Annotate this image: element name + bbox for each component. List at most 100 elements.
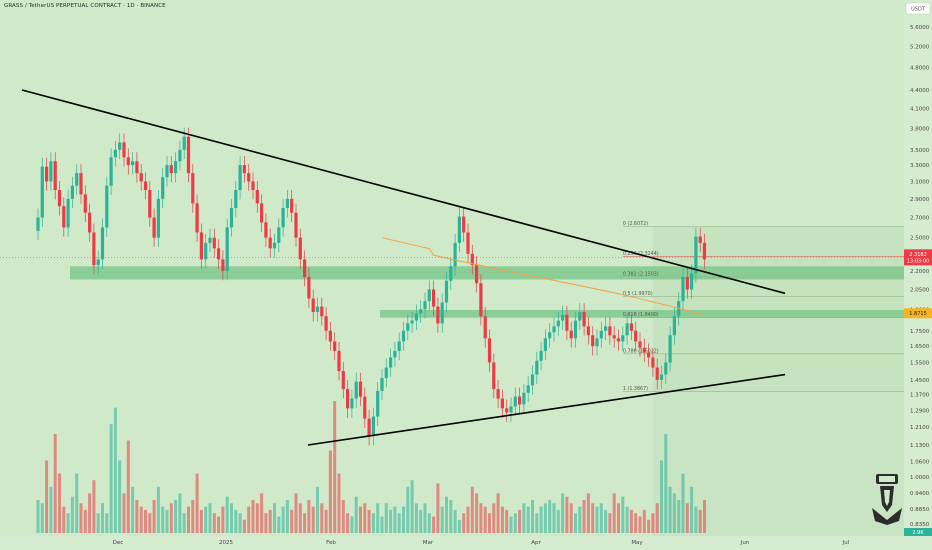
volume-bar [668,486,672,533]
candle-body [449,266,453,281]
volume-bar [165,509,169,533]
volume-bar [139,506,143,533]
fib-label: 0.382 (2.1503) [623,271,659,277]
volume-bar [625,506,629,533]
candle-body [444,280,449,303]
candle-body [191,173,195,204]
volume-bar [277,516,281,533]
candle-body [642,347,646,353]
volume-bar [126,440,130,533]
candle-body [199,232,203,260]
candle-body [264,222,268,238]
volume-bar [509,516,513,533]
volume-bar [617,503,620,533]
volume-bar [608,513,612,533]
y-tick-label: 1.1300 [910,443,930,449]
volume-tag-value: 2.9K [912,530,924,536]
candle-body [406,323,410,331]
volume-bar [311,506,315,533]
level-price-value: 1.8715 [909,311,927,317]
volume-bar [651,513,655,533]
y-tick-label: 4.8000 [910,65,930,71]
y-tick-label: 2.9000 [910,197,930,203]
candle-body [591,335,595,347]
candle-body [118,142,122,150]
candle-body [148,190,152,218]
candle-body [621,335,625,342]
candle-body [337,350,341,372]
fib-projection-area [652,226,904,392]
y-tick-label: 0.9400 [910,491,930,497]
candle-body [634,330,638,342]
volume-bar [475,493,479,533]
volume-bar [703,500,706,533]
candle-body [324,316,328,331]
candle-body [419,309,423,314]
candle-body [414,313,418,321]
volume-bar [402,506,405,533]
candle-body [552,326,556,333]
volume-bar [350,516,354,533]
ascending-trendline [307,373,786,446]
fib-label: 0.618 (1.8400) [623,312,659,318]
x-tick-label: Apr [531,540,541,546]
candle-body [518,396,522,405]
candle-body [505,408,509,413]
candle-body [535,360,539,375]
y-tick-label: 5.6000 [910,25,930,31]
candle-body [432,289,436,307]
volume-bar [445,496,448,533]
candle-body [475,265,479,284]
volume-bar [255,503,259,533]
volume-bar [92,480,96,533]
volume-bar [414,503,418,533]
candle-body [436,306,440,324]
candle-body [698,236,702,243]
currency-badge [905,2,931,15]
candle-body [509,406,513,413]
volume-bar [247,506,251,533]
candle-body [49,161,53,182]
volume-bar [367,509,371,533]
candle-body [92,232,96,266]
volume-bar [221,506,225,533]
fib-label: 0 (2.6072) [623,221,648,227]
volume-bar [552,503,556,533]
candle-body [526,385,530,393]
volume-bar [531,500,534,533]
candle-body [350,398,354,409]
volume-bar [307,500,311,533]
volume-bar [535,513,539,533]
candle-body [225,227,229,272]
volume-bar [397,513,401,533]
volume-bar [285,500,289,533]
candle-body [66,198,70,228]
volume-bar [612,493,616,533]
candle-body [88,212,92,233]
volume-bar [492,503,496,533]
candle-body [389,357,393,368]
candle-body [573,320,578,339]
volume-bar [199,509,203,533]
x-tick-label: Jul [842,540,850,546]
volume-bar [595,506,599,533]
candle-body [346,389,350,409]
volume-bar [432,516,436,533]
volume-bar [66,513,70,533]
y-tick-label: 1.6500 [910,344,930,350]
y-tick-label: 2.2000 [910,269,930,275]
volume-bar [79,503,83,533]
volume-bar [694,506,698,533]
volume-bar [268,509,272,533]
fib-label: 0.786 (1.6022) [623,348,659,354]
volume-bar [96,513,100,533]
volume-bar [294,493,298,533]
candle-body [45,166,49,182]
candle-body [315,306,320,313]
volume-bar [346,513,350,533]
candle-body [690,273,694,290]
volume-bar [685,503,689,533]
candle-body [272,242,277,249]
y-tick-label: 1.0600 [910,460,930,466]
